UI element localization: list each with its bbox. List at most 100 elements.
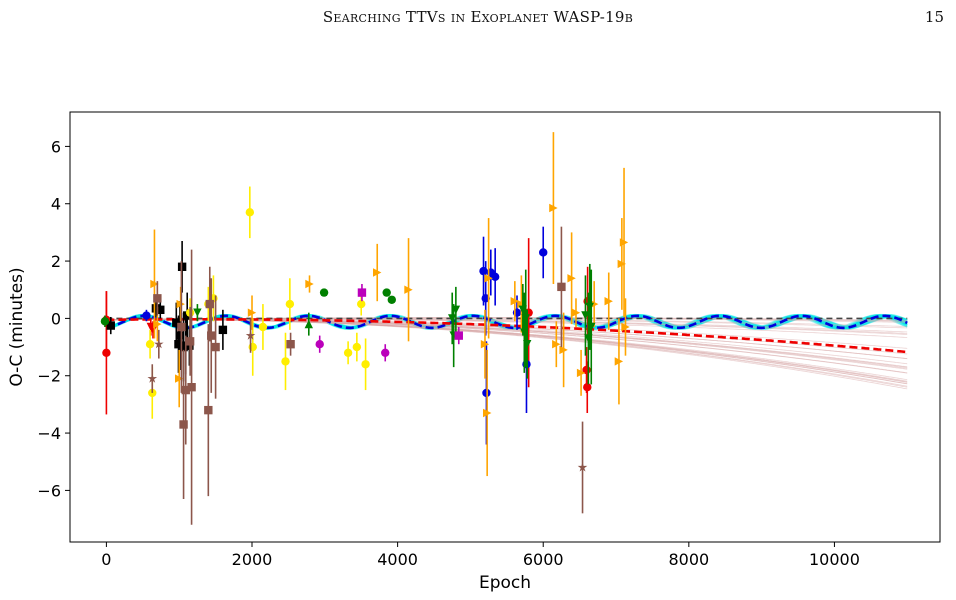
data-point	[483, 408, 492, 418]
y-tick-label: 4	[51, 195, 61, 214]
data-point	[587, 322, 596, 332]
data-point	[100, 317, 110, 326]
data-point	[552, 340, 561, 349]
x-tick-label: 10000	[809, 550, 860, 569]
x-tick-label: 0	[101, 550, 111, 569]
data-point	[205, 299, 214, 309]
data-point	[181, 385, 190, 395]
data-point	[454, 331, 463, 340]
data-point	[245, 208, 255, 217]
data-point	[245, 330, 256, 340]
series-green-circles	[100, 288, 396, 327]
axes: 0 2000 4000 6000 8000 10000 −6 −4 −2 0 2 4 6	[37, 137, 859, 569]
data-point	[174, 340, 183, 349]
data-point	[145, 340, 155, 349]
series-green	[193, 263, 596, 385]
running-title: Searching TTVs in Exoplanet WASP-19b	[322, 8, 634, 26]
data-points	[100, 132, 630, 525]
data-point	[281, 357, 290, 366]
data-point	[153, 294, 162, 303]
series-magenta-circles	[315, 335, 390, 362]
data-point	[381, 348, 390, 357]
data-point	[604, 297, 613, 306]
data-point	[247, 308, 257, 317]
data-point	[484, 274, 493, 283]
data-point	[619, 238, 629, 247]
data-point	[185, 337, 195, 346]
data-point	[583, 383, 592, 392]
data-point	[151, 304, 161, 313]
data-point	[154, 339, 164, 349]
data-point	[523, 340, 532, 349]
data-point	[204, 405, 213, 415]
data-point	[567, 274, 576, 283]
data-point	[614, 357, 624, 366]
data-point	[179, 420, 188, 429]
data-point	[211, 342, 220, 352]
data-point	[175, 331, 185, 340]
x-tick-label: 2000	[232, 550, 273, 569]
data-point	[102, 348, 111, 357]
data-point	[315, 340, 324, 349]
data-point	[187, 383, 196, 392]
data-point	[557, 282, 566, 292]
data-point	[319, 288, 329, 297]
data-point	[373, 268, 382, 277]
data-point	[480, 340, 490, 349]
data-point	[490, 272, 500, 282]
data-point	[559, 345, 568, 355]
data-point	[285, 299, 295, 309]
data-point	[549, 203, 558, 213]
x-tick-label: 6000	[523, 550, 564, 569]
y-axis-label: O-C (minutes)	[7, 267, 27, 386]
data-point	[343, 348, 353, 357]
data-point	[156, 305, 165, 314]
data-point	[286, 340, 295, 349]
series-brown	[153, 226, 566, 525]
series-magenta	[357, 284, 463, 345]
data-point	[481, 294, 490, 303]
data-point	[404, 285, 413, 294]
data-point	[361, 360, 370, 369]
data-point	[451, 305, 461, 314]
data-point	[207, 331, 216, 340]
sinusoidal-model	[106, 314, 908, 330]
data-point	[510, 297, 519, 306]
series-green-triangle-up	[304, 312, 313, 336]
data-point	[571, 308, 581, 317]
data-point	[357, 299, 366, 309]
data-point	[305, 279, 314, 289]
page-number: 15	[924, 8, 944, 26]
data-point	[218, 325, 228, 335]
data-point	[621, 322, 630, 332]
y-tick-label: 0	[51, 309, 61, 328]
data-point	[617, 259, 626, 269]
data-point	[382, 288, 391, 297]
plot-frame	[69, 111, 941, 543]
x-axis-label: Epoch	[479, 573, 531, 593]
model-curves	[106, 314, 908, 354]
data-point	[153, 319, 162, 329]
data-point	[357, 288, 367, 297]
y-tick-label: −4	[37, 424, 61, 443]
data-point	[175, 374, 184, 383]
y-tick-label: 2	[51, 252, 61, 271]
data-point	[106, 321, 115, 330]
page-header: Searching TTVs in Exoplanet WASP-19b 15	[0, 0, 956, 40]
x-tick-label: 8000	[668, 550, 709, 569]
x-tick-label: 4000	[377, 550, 418, 569]
series-brown-stars	[147, 318, 588, 514]
data-point	[304, 319, 313, 329]
y-tick-label: −2	[37, 367, 61, 386]
data-point	[172, 318, 181, 327]
data-point	[576, 368, 586, 378]
data-point	[581, 311, 590, 320]
data-point	[258, 322, 268, 332]
data-point	[577, 462, 588, 472]
series-orange	[150, 132, 630, 477]
data-point	[352, 342, 362, 352]
data-point	[150, 279, 159, 289]
data-point	[142, 311, 151, 320]
series-blue	[142, 226, 548, 445]
